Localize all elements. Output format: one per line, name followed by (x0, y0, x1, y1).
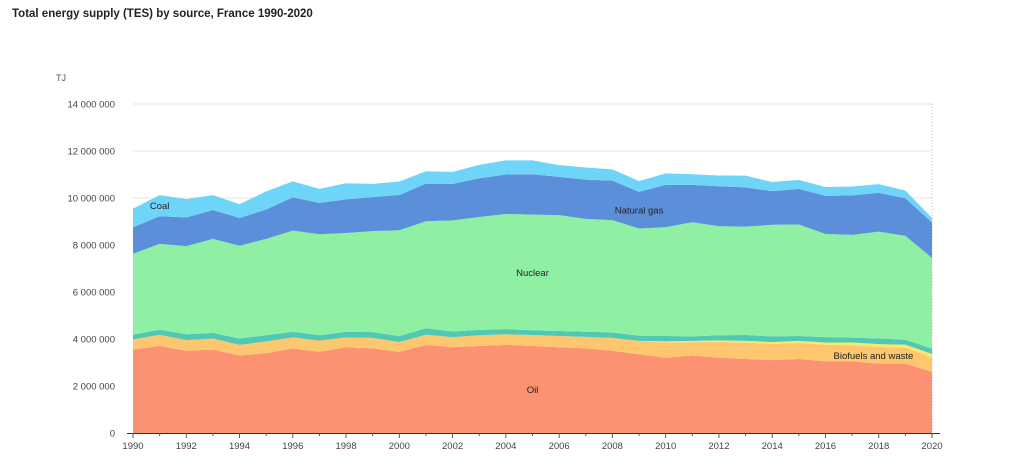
area-oil[interactable] (133, 344, 932, 433)
x-tick-label: 1998 (335, 441, 356, 452)
series-labels: Oil Biofuels and waste Nuclear Natural gas C… (150, 201, 913, 396)
x-tick-label: 2008 (602, 441, 623, 452)
axes: 0 2 000 000 4 000 000 6 000 000 8 000 000 10 … (67, 100, 942, 453)
x-tick-label: 1994 (229, 441, 250, 452)
x-tick-label: 2016 (815, 441, 836, 452)
x-tick-label: 2002 (442, 441, 463, 452)
series-label-biofuels-and-waste: Biofuels and waste (834, 351, 914, 362)
x-tick-label: 2000 (389, 441, 410, 452)
x-tick-label: 2010 (655, 441, 676, 452)
y-tick-label: 6 000 000 (73, 288, 115, 299)
series-label-nuclear: Nuclear (516, 268, 549, 279)
series-label-coal: Coal (150, 201, 170, 212)
area-hydro[interactable] (133, 328, 932, 355)
area-natural-gas[interactable] (133, 174, 932, 258)
x-tick-label: 2012 (708, 441, 729, 452)
series-label-natural-gas: Natural gas (615, 206, 664, 217)
x-tick-label: 1996 (282, 441, 303, 452)
x-tick-label: 2014 (762, 441, 783, 452)
y-tick-label: 14 000 000 (67, 100, 115, 111)
x-tick-label: 2006 (549, 441, 570, 452)
area-coal[interactable] (133, 160, 932, 228)
area-biofuels-and-waste[interactable] (133, 334, 932, 372)
stacked-areas (133, 160, 932, 433)
x-tick-label: 1990 (122, 441, 143, 452)
y-axis-unit-label: TJ (56, 73, 66, 83)
x-tick-label: 2004 (495, 441, 516, 452)
y-tick-label: 2 000 000 (73, 382, 115, 393)
x-tick-label: 1992 (176, 441, 197, 452)
area-nuclear[interactable] (133, 213, 932, 349)
y-tick-label: 8 000 000 (73, 241, 115, 252)
y-tick-label: 4 000 000 (73, 335, 115, 346)
x-tick-label: 2018 (868, 441, 889, 452)
y-tick-label: 12 000 000 (67, 147, 115, 158)
y-tick-label: 0 (110, 429, 115, 440)
series-label-oil: Oil (527, 385, 539, 396)
x-tick-label: 2020 (921, 441, 942, 452)
y-tick-label: 10 000 000 (67, 194, 115, 205)
chart-title: Total energy supply (TES) by source, Fra… (12, 8, 313, 20)
